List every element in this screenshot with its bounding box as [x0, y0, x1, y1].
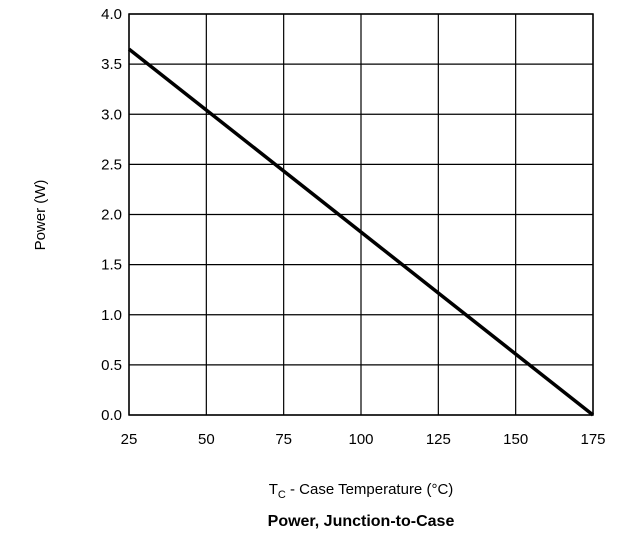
- x-tick-labels: 25 50 75 100 125 150 175: [121, 431, 606, 448]
- x-tick-label: 100: [348, 431, 373, 448]
- plot-frame: [128, 13, 594, 416]
- power-derating-line: [127, 47, 595, 417]
- y-tick-labels: 0.0 0.5 1.0 1.5 2.0 2.5 3.0 3.5 4.0: [101, 6, 122, 424]
- chart-caption: Power, Junction-to-Case: [268, 513, 455, 530]
- y-tick-label: 2.0: [101, 207, 122, 224]
- grid-lines: [128, 13, 594, 416]
- x-tick-label: 150: [503, 431, 528, 448]
- x-tick-label: 75: [275, 431, 292, 448]
- y-tick-label: 0.0: [101, 407, 122, 424]
- y-tick-label: 1.0: [101, 307, 122, 324]
- y-tick-label: 1.5: [101, 257, 122, 274]
- x-tick-label: 50: [198, 431, 215, 448]
- x-tick-label: 175: [580, 431, 605, 448]
- y-tick-label: 4.0: [101, 6, 122, 23]
- x-tick-label: 25: [121, 431, 138, 448]
- y-tick-label: 3.0: [101, 106, 122, 123]
- x-axis-title-prefix: T: [269, 481, 278, 498]
- y-tick-label: 0.5: [101, 357, 122, 374]
- y-axis-title: Power (W): [32, 180, 49, 251]
- series-layer: [127, 47, 595, 417]
- y-tick-label: 2.5: [101, 156, 122, 173]
- y-tick-label: 3.5: [101, 56, 122, 73]
- x-axis-title: TC - Case Temperature (°C): [269, 481, 454, 501]
- x-axis-title-suffix: - Case Temperature (°C): [286, 481, 453, 498]
- x-axis-title-subscript: C: [278, 489, 286, 501]
- x-tick-label: 125: [426, 431, 451, 448]
